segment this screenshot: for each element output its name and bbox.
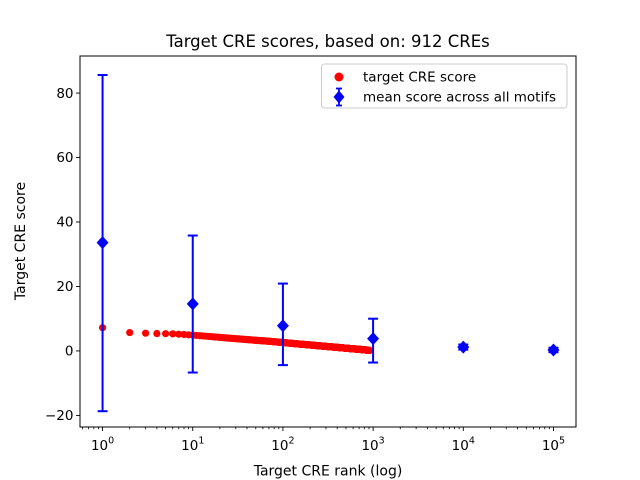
y-tick-label: 80 <box>56 86 73 102</box>
y-tick-label: 20 <box>56 279 73 295</box>
y-major-ticks <box>76 92 80 416</box>
x-tick-label: 101 <box>181 436 204 455</box>
chart-title: Target CRE scores, based on: 912 CREs <box>165 32 490 51</box>
legend-label-target-cre-score: target CRE score <box>363 70 476 86</box>
x-tick-label: 103 <box>361 436 384 455</box>
y-tick-label: 0 <box>65 344 74 360</box>
red-point <box>141 329 150 337</box>
y-tick-labels: −20 0 20 40 60 80 <box>45 86 74 424</box>
red-point <box>153 329 161 338</box>
red-point <box>175 330 183 338</box>
legend-box <box>321 63 568 109</box>
series-target-cre-score <box>98 324 374 355</box>
blue-diamond <box>276 319 289 333</box>
x-major-ticks <box>102 427 554 431</box>
blue-diamond <box>367 332 380 346</box>
x-tick-label: 100 <box>91 436 114 455</box>
y-tick-label: −20 <box>45 408 74 424</box>
blue-diamond <box>186 297 199 311</box>
x-tick-label: 104 <box>452 436 475 455</box>
series-mean-score <box>96 74 560 413</box>
red-point <box>126 328 134 337</box>
legend: target CRE score mean score across all m… <box>321 63 568 109</box>
y-tick-label: 60 <box>56 150 73 166</box>
red-point <box>162 330 170 338</box>
x-tick-label: 102 <box>271 436 294 455</box>
red-point <box>365 346 374 355</box>
x-tick-label: 105 <box>542 436 565 455</box>
x-axis-label: Target CRE rank (log) <box>253 464 403 480</box>
blue-diamond <box>547 343 560 357</box>
legend-label-mean-score: mean score across all motifs <box>363 90 556 106</box>
legend-marker-circle <box>334 72 344 82</box>
red-point <box>169 330 177 338</box>
plot-border <box>79 55 577 428</box>
blue-diamond <box>96 236 109 250</box>
x-tick-labels: 100 101 102 103 104 105 <box>91 436 565 455</box>
y-axis-label: Target CRE score <box>13 182 29 301</box>
legend-marker-diamond-errorbar <box>333 87 345 107</box>
blue-diamond <box>457 340 470 354</box>
y-tick-label: 40 <box>56 215 73 231</box>
